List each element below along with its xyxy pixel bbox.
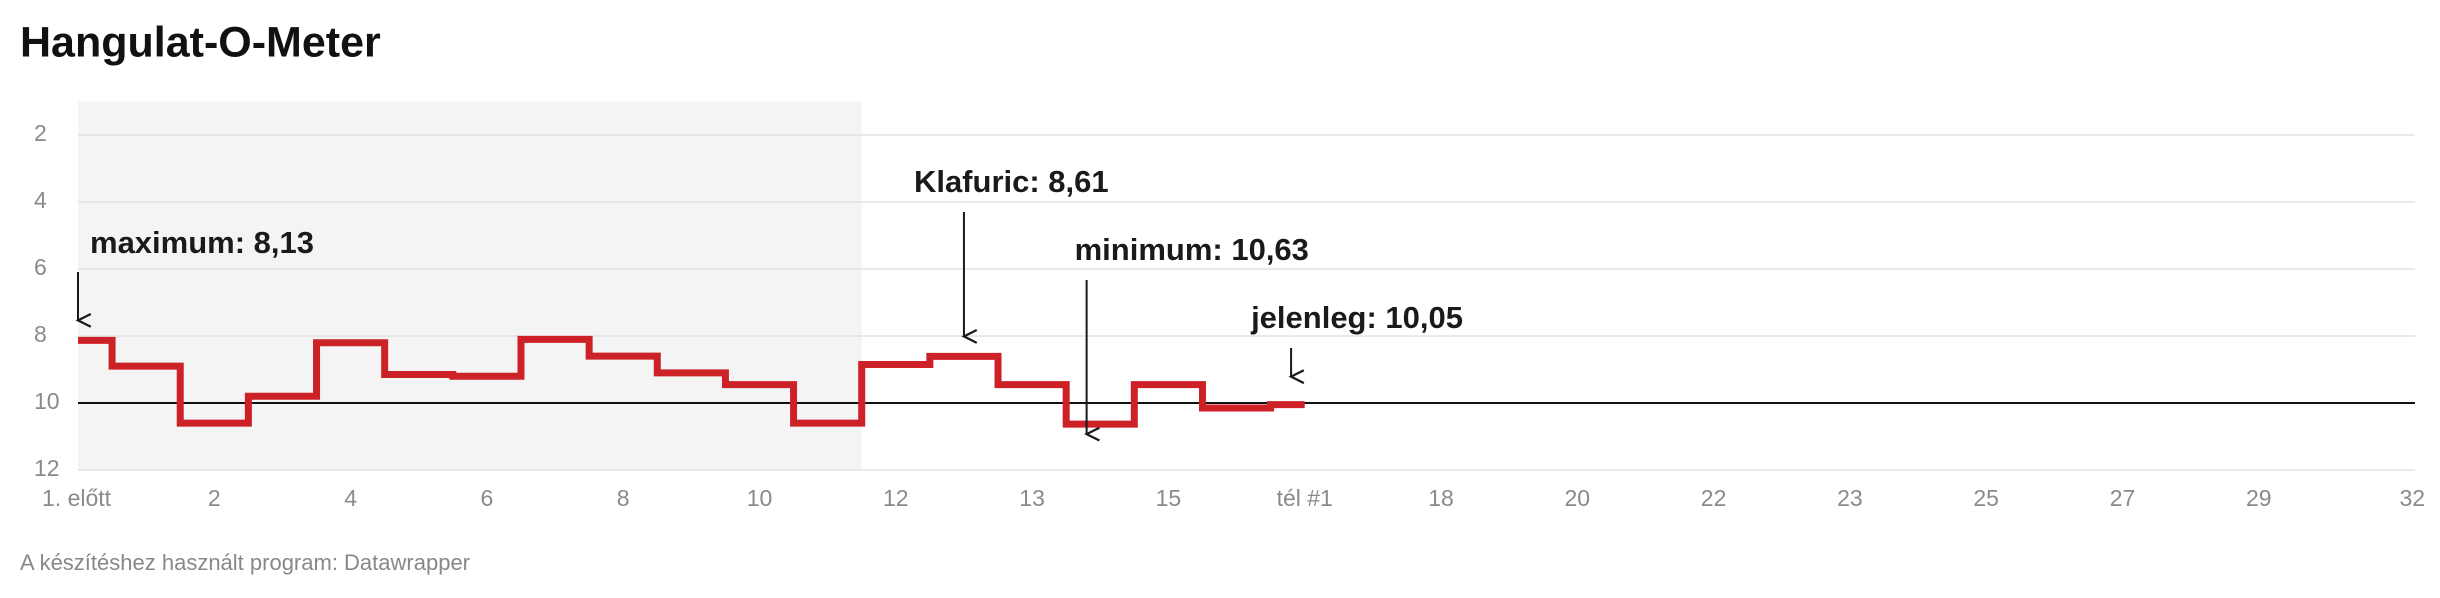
step-line bbox=[78, 335, 1305, 428]
x-tick-label: 20 bbox=[1565, 485, 1591, 511]
y-tick-label: 4 bbox=[34, 187, 47, 213]
x-tick-label: 29 bbox=[2246, 485, 2272, 511]
x-tick-label: tél #1 bbox=[1277, 485, 1333, 511]
x-tick-label: 15 bbox=[1156, 485, 1182, 511]
x-tick-label: 32 bbox=[2400, 485, 2426, 511]
y-tick-label: 2 bbox=[34, 120, 47, 146]
x-tick-label: 18 bbox=[1428, 485, 1454, 511]
y-tick-label: 6 bbox=[34, 254, 47, 280]
x-tick-label: 27 bbox=[2110, 485, 2136, 511]
x-tick-label: 8 bbox=[617, 485, 630, 511]
x-tick-label: 25 bbox=[1973, 485, 1999, 511]
y-tick-label: 12 bbox=[34, 455, 60, 481]
x-tick-label: 2 bbox=[208, 485, 221, 511]
x-tick-label: 22 bbox=[1701, 485, 1727, 511]
x-tick-label: 6 bbox=[481, 485, 494, 511]
annotation-text: Klafuric: 8,61 bbox=[914, 164, 1109, 199]
y-tick-label: 10 bbox=[34, 388, 60, 414]
x-tick-label: 12 bbox=[883, 485, 909, 511]
y-tick-label: 8 bbox=[34, 321, 47, 347]
x-tick-label: 4 bbox=[344, 485, 357, 511]
x-tick-label: 13 bbox=[1019, 485, 1045, 511]
annotation-text: maximum: 8,13 bbox=[90, 225, 314, 260]
x-tick-label: 1. előtt bbox=[42, 485, 112, 511]
annotation-text: minimum: 10,63 bbox=[1075, 232, 1309, 267]
source-note: A készítéshez használt program: Datawrap… bbox=[20, 550, 470, 575]
annotation-text: jelenleg: 10,05 bbox=[1250, 300, 1463, 335]
shaded-range bbox=[78, 101, 862, 470]
x-tick-label: 10 bbox=[747, 485, 773, 511]
chart-title: Hangulat-O-Meter bbox=[20, 18, 381, 66]
x-tick-label: 23 bbox=[1837, 485, 1863, 511]
